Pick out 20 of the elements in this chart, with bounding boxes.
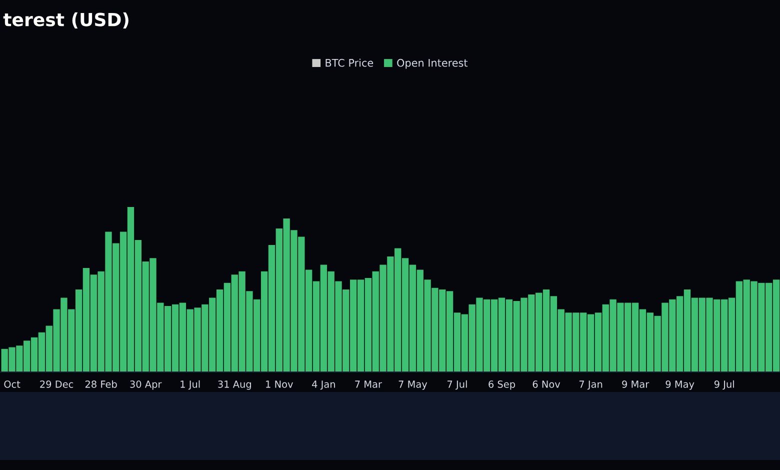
x-tick-label: Oct	[4, 380, 20, 388]
x-tick-label: 7 Jan	[579, 380, 602, 390]
x-tick-label: 9 May	[666, 380, 694, 390]
legend-label: BTC Price	[326, 58, 374, 67]
x-tick-label: 7 Mar	[355, 380, 382, 388]
x-tick-label: 7 May	[398, 380, 428, 390]
x-tick-label: 1 Jul	[180, 380, 200, 390]
x-tick-label: 6 Nov	[532, 380, 560, 388]
x-tick-label: 7 Jul	[448, 380, 467, 390]
x-tick-label: 30 Apr	[130, 380, 162, 390]
x-tick-label: 29 Dec	[40, 380, 74, 388]
chart-title: terest (USD)	[3, 12, 128, 29]
x-tick-label: 31 Aug	[218, 380, 251, 390]
x-tick-label: 4 Jan	[312, 380, 335, 390]
x-tick-label: 9 Jul	[714, 380, 734, 390]
legend-label: Open Interest	[397, 58, 468, 69]
x-tick-label: 1 Nov	[266, 380, 293, 388]
x-tick-label: 9 Mar	[622, 380, 650, 388]
x-tick-label: 6 Sep	[488, 380, 516, 390]
x-tick-label: 28 Feb	[85, 380, 117, 388]
